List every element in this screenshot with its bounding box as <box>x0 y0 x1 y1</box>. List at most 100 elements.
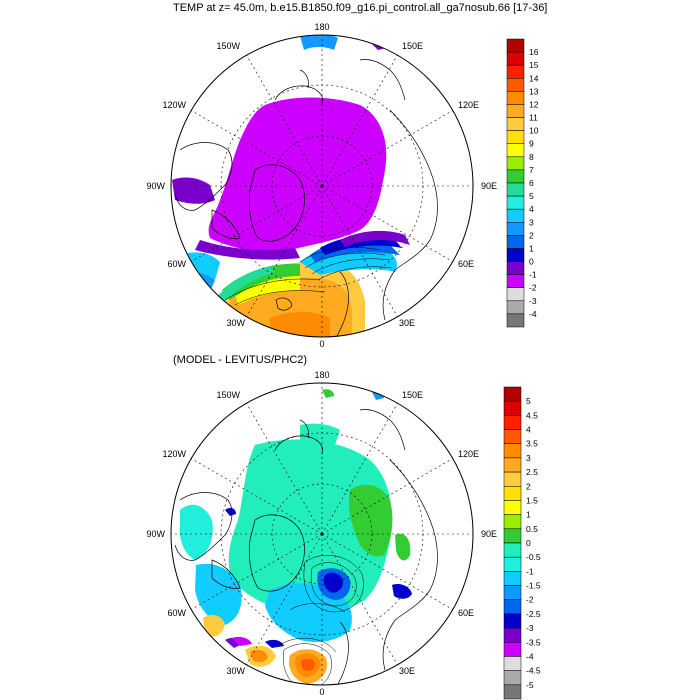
bottom-colorbar-label: -4 <box>526 651 534 661</box>
bottom-colorbar-label: -0.5 <box>526 552 541 562</box>
top-colorbar-label: 11 <box>529 113 538 123</box>
bottom-lon-label-30e: 30E <box>399 666 415 676</box>
bottom-colorbar-swatch <box>503 556 522 572</box>
bottom-colorbar-swatch <box>503 656 522 671</box>
top-lon-label-30e: 30E <box>399 318 415 328</box>
top-coastline-canada <box>174 142 233 211</box>
bottom-colorbar-label: -2 <box>526 595 534 605</box>
top-colorbar-label: -1 <box>529 270 537 280</box>
bottom-colorbar-label: -3.5 <box>526 637 541 647</box>
bottom-coastline-greenland <box>248 514 305 592</box>
top-colorbar-label: 10 <box>529 126 539 136</box>
top-lon-label-150w: 150W <box>216 41 240 51</box>
bottom-lon-label-0: 0 <box>319 687 324 697</box>
bottom-colorbar-swatch <box>503 528 522 544</box>
top-colorbar-swatch <box>506 287 525 302</box>
bottom-colorbar-label: 3 <box>526 453 531 463</box>
bottom-colorbar-swatch <box>503 585 522 600</box>
bottom-coastline-canada <box>174 492 233 561</box>
bottom-colorbar-label: 1 <box>526 510 531 520</box>
bottom-colorbar-swatch <box>503 670 522 686</box>
bottom-lon-label-90e: 90E <box>481 529 497 539</box>
bottom-colorbar-swatch <box>503 429 522 444</box>
bottom-colorbar-swatch <box>503 415 522 430</box>
bottom-colorbar-label: 1.5 <box>526 495 538 505</box>
top-colorbar-label: -2 <box>529 283 537 293</box>
bottom-colorbar-label: -5 <box>526 680 534 690</box>
bottom-lon-label-180: 180 <box>314 370 329 380</box>
bottom-lon-label-60w: 60W <box>167 608 186 618</box>
bottom-lon-label-30w: 30W <box>226 666 245 676</box>
bottom-coastline-eurasia <box>382 459 438 671</box>
top-colorbar-label: 8 <box>529 152 534 162</box>
top-lon-label-60w: 60W <box>167 259 186 269</box>
top-colorbar-label: 4 <box>529 204 534 214</box>
top-colorbar-label: 2 <box>529 230 534 240</box>
top-colorbar-swatch <box>506 78 525 92</box>
top-colorbar-label: 16 <box>529 47 539 57</box>
bottom-colorbar-label: 3.5 <box>526 439 538 449</box>
top-polar-map: 180 150W 150E 120W 120E 90W 90E 60W 60E … <box>146 22 539 349</box>
top-colorbar-label: -3 <box>529 296 537 306</box>
top-arctic-cold-field <box>208 97 387 252</box>
top-colorbar-swatch <box>506 235 525 249</box>
top-colorbar-swatch <box>506 222 525 236</box>
top-colorbar-swatch <box>506 104 525 118</box>
bottom-colorbar-swatch <box>503 486 522 501</box>
top-lon-label-180: 180 <box>314 22 329 32</box>
top-lon-label-30w: 30W <box>226 318 245 328</box>
bottom-colorbar-label: 4 <box>526 425 531 435</box>
bottom-lon-label-90w: 90W <box>146 529 165 539</box>
bottom-arctic-diff-field <box>228 439 392 615</box>
top-map-title: TEMP at z= 45.0m, b.e15.B1850.f09_g16.pi… <box>173 2 548 14</box>
top-colorbar-label: 3 <box>529 217 534 227</box>
top-colorbar-swatch <box>506 261 525 275</box>
top-colorbar-label: 0 <box>529 257 534 267</box>
top-lon-label-120e: 120E <box>458 100 479 110</box>
top-colorbar-swatch <box>506 51 525 66</box>
top-colorbar-label: 9 <box>529 139 534 149</box>
top-colorbar-label: 5 <box>529 191 534 201</box>
top-colorbar-swatch <box>506 91 525 105</box>
bottom-colorbar-label: 5 <box>526 396 531 406</box>
top-colorbar-swatch <box>506 156 525 171</box>
top-colorbar-label: 15 <box>529 60 539 70</box>
bottom-colorbar-label: -1.5 <box>526 581 541 591</box>
bottom-colorbar-label: 4.5 <box>526 410 538 420</box>
top-colorbar-swatch <box>506 208 525 223</box>
bottom-colorbar-swatch <box>503 400 522 416</box>
bottom-colorbar-label: -2.5 <box>526 609 541 619</box>
bottom-colorbar-swatch <box>503 627 522 643</box>
bottom-colorbar-swatch <box>503 471 522 487</box>
top-colorbar-label: 13 <box>529 86 539 96</box>
bottom-colorbar-label: -4.5 <box>526 666 541 676</box>
bottom-colorbar-swatch <box>503 642 522 657</box>
bottom-lon-label-60e: 60E <box>458 608 474 618</box>
bottom-colorbar-label: 0.5 <box>526 524 538 534</box>
top-colorbar-swatch <box>506 182 525 197</box>
bottom-colorbar-swatch <box>503 571 522 586</box>
top-colorbar-swatch <box>506 274 525 288</box>
bottom-colorbar-swatch <box>503 514 522 530</box>
top-colorbar-swatch <box>506 313 525 328</box>
top-colorbar-label: -4 <box>529 309 537 319</box>
bottom-colorbar-swatch <box>503 457 522 473</box>
bottom-colorbar-label: -3 <box>526 623 534 633</box>
bottom-lon-label-120e: 120E <box>458 449 479 459</box>
bottom-colorbar-label: 0 <box>526 538 531 548</box>
bottom-map-boundary <box>170 382 474 686</box>
top-colorbar-swatch <box>506 117 525 131</box>
top-lon-label-120w: 120W <box>162 100 186 110</box>
top-coastline-eurasia <box>382 109 438 321</box>
bottom-colorbar-label: 2 <box>526 481 531 491</box>
top-colorbar-swatch <box>506 248 525 262</box>
bottom-colorbar-label: -1 <box>526 566 534 576</box>
bottom-polar-map: 180 150W 150E 120W 120E 90W 90E 60W 60E … <box>146 370 541 700</box>
top-lon-label-90w: 90W <box>146 181 165 191</box>
top-colorbar-label: 7 <box>529 165 534 175</box>
top-colorbar-swatch <box>506 169 525 184</box>
bottom-colorbar-swatch <box>503 599 522 615</box>
top-colorbar-swatch <box>506 300 525 315</box>
bottom-colorbar-swatch <box>503 684 522 700</box>
bottom-colorbar-swatch <box>503 542 522 558</box>
